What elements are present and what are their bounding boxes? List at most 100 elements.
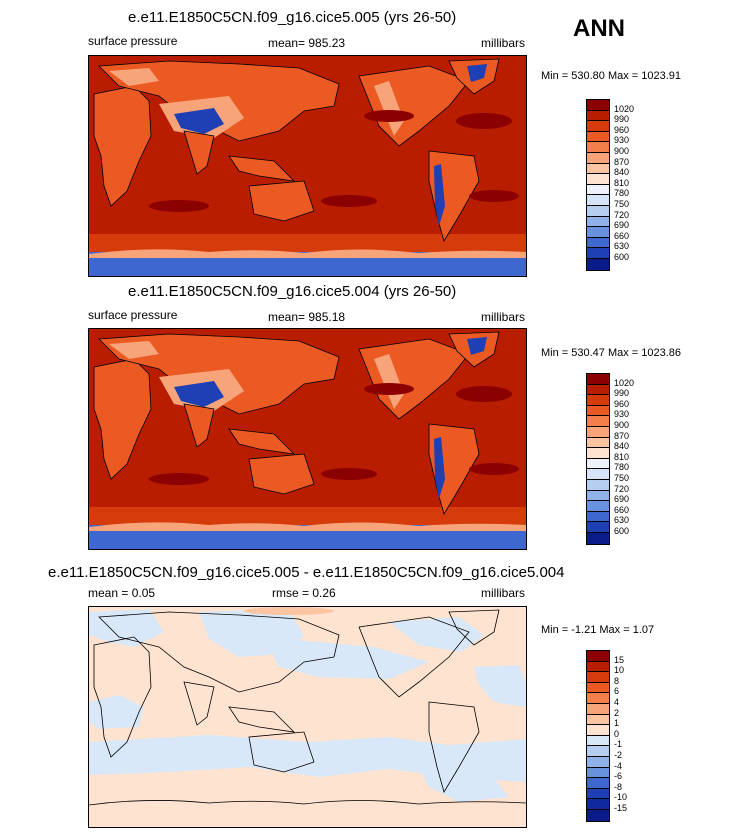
panel-2-colorbar-swatch bbox=[587, 490, 609, 502]
panel-1-colorbar-swatch bbox=[587, 237, 609, 249]
panel-1-colorbar-swatch bbox=[587, 142, 609, 153]
southern-ocean-band bbox=[89, 507, 526, 525]
panel-2-colorbar-swatch bbox=[587, 458, 609, 470]
north-atlantic-high bbox=[456, 113, 512, 129]
diff-positive-arctic bbox=[244, 607, 334, 615]
panel-1-colorbar-swatch bbox=[587, 248, 609, 259]
panel-3-colorbar-swatch bbox=[587, 672, 609, 683]
panel-1-colorbar-tick-label: 960 bbox=[614, 124, 630, 135]
panel-2-colorbar-swatch bbox=[587, 522, 609, 533]
panel-2-colorbar-swatch bbox=[587, 426, 609, 438]
panel-3-colorbar-swatch bbox=[587, 809, 609, 821]
panel-3-colorbar-swatch bbox=[587, 778, 609, 789]
panel-3-mean-label: mean = 0.05 bbox=[88, 586, 156, 600]
panel-2-colorbar-tick-label: 660 bbox=[614, 504, 630, 515]
tibetan-plateau bbox=[174, 108, 224, 134]
panel-3-colorbar-tick-label: 6 bbox=[614, 686, 620, 697]
panel-1-colorbar-tick-label: 870 bbox=[614, 156, 630, 167]
panel-1-variable-label: surface pressure bbox=[88, 34, 178, 48]
panel-2-colorbar-swatch bbox=[587, 532, 609, 544]
panel-2-colorbar-swatch bbox=[587, 479, 609, 491]
panel-2-colorbar-tick-label: 900 bbox=[614, 420, 630, 430]
india bbox=[183, 130, 215, 175]
south-indian-high bbox=[149, 200, 209, 212]
rocky-mountains bbox=[374, 81, 404, 136]
north-atlantic-high bbox=[456, 386, 512, 402]
panel-2-colorbar-tick-label: 840 bbox=[614, 441, 630, 452]
panel-2-colorbar-swatch bbox=[587, 437, 609, 449]
panel-2-colorbar-tick-label: 930 bbox=[614, 409, 630, 420]
panel-3-colorbar-tick-label: 4 bbox=[614, 697, 620, 707]
panel-1-colorbar-tick-label: 1020 bbox=[614, 103, 635, 114]
maritime-continent bbox=[228, 155, 296, 182]
panel-3-colorbar-tick-label: -6 bbox=[614, 771, 623, 782]
panel-2-colorbar-swatch bbox=[587, 511, 609, 523]
india bbox=[183, 403, 215, 448]
panel-2-colorbar-tick-label: 1020 bbox=[614, 377, 635, 388]
andes-mountains bbox=[434, 437, 445, 499]
panel-2-colorbar-swatch bbox=[587, 448, 609, 459]
panel-1-colorbar-swatch bbox=[587, 121, 609, 132]
africa bbox=[93, 358, 152, 480]
panel-3-map bbox=[88, 606, 527, 828]
panel-1-colorbar-swatch bbox=[587, 100, 609, 111]
panel-3-colorbar-tick-label: -1 bbox=[614, 739, 623, 750]
south-pacific-high bbox=[321, 195, 377, 207]
panel-3-colorbar-swatch bbox=[587, 703, 609, 715]
panel-1-colorbar-tick-label: 750 bbox=[614, 199, 630, 209]
panel-3-colorbar-tick-label: -10 bbox=[614, 792, 628, 803]
andes-mountains bbox=[434, 164, 445, 226]
diff-negative-southern bbox=[89, 735, 526, 782]
season-label: ANN bbox=[573, 15, 625, 42]
panel-3-colorbar-swatch bbox=[587, 799, 609, 810]
panel-1-colorbar-tick-label: 690 bbox=[614, 220, 630, 231]
tibetan-plateau bbox=[174, 381, 224, 407]
panel-2-colorbar-tick-label: 750 bbox=[614, 473, 630, 483]
panel-3-colorbar-tick-label: 0 bbox=[614, 728, 620, 739]
southern-ocean-band bbox=[89, 234, 526, 252]
panel-3-colorbar-swatch bbox=[587, 746, 609, 757]
panel-2-colorbar-swatch bbox=[587, 405, 609, 417]
panel-3-colorbar-tick-label: -15 bbox=[614, 803, 628, 813]
south-atlantic-high bbox=[469, 463, 519, 475]
panel-3-colorbar-swatch bbox=[587, 714, 609, 726]
panel-1-minmax: Min = 530.80 Max = 1023.91 bbox=[541, 70, 682, 82]
panel-1-mean-label: mean= 985.23 bbox=[268, 36, 346, 50]
south-indian-high bbox=[149, 473, 209, 485]
panel-3-colorbar-tick-label: 2 bbox=[614, 707, 620, 718]
panel-1-colorbar-swatch bbox=[587, 184, 609, 196]
africa bbox=[93, 85, 152, 207]
panel-1-colorbar-tick-label: 780 bbox=[614, 188, 630, 199]
panel-2-units-label: millibars bbox=[481, 310, 526, 324]
australia bbox=[248, 453, 315, 495]
panel-1-colorbar-tick-label: 600 bbox=[614, 252, 630, 262]
panel-3-colorbar-swatch bbox=[587, 788, 609, 800]
panel-3-colorbar-tick-label: -8 bbox=[614, 781, 623, 792]
panel-3-colorbar-tick-label: 1 bbox=[614, 718, 620, 729]
panel-1-colorbar-tick-label: 900 bbox=[614, 146, 630, 156]
panel-1-units-label: millibars bbox=[481, 36, 526, 50]
coastlines bbox=[89, 609, 526, 806]
panel-2-variable-label: surface pressure bbox=[88, 308, 178, 322]
panel-1-colorbar-swatch bbox=[587, 152, 609, 164]
panel-2-colorbar-swatch bbox=[587, 416, 609, 427]
panel-3-rmse-label: rmse = 0.26 bbox=[272, 586, 336, 600]
north-pacific-high bbox=[364, 110, 414, 122]
south-pacific-high bbox=[321, 468, 377, 480]
panel-3-units-label: millibars bbox=[481, 586, 526, 600]
panel-2-mean-label: mean= 985.18 bbox=[268, 310, 346, 324]
panel-2-colorbar-tick-label: 630 bbox=[614, 515, 630, 526]
panel-2-colorbar-swatch bbox=[587, 395, 609, 406]
australia bbox=[248, 180, 315, 222]
panel-1-colorbar-swatch bbox=[587, 110, 609, 122]
panel-2-colorbar-tick-label: 780 bbox=[614, 462, 630, 473]
panel-2-colorbar-tick-label: 990 bbox=[614, 388, 630, 399]
panel-2-title: e.e11.E1850C5CN.f09_g16.cice5.004 (yrs 2… bbox=[128, 283, 457, 300]
panel-3-colorbar bbox=[586, 650, 610, 822]
panel-1-colorbar-swatch bbox=[587, 195, 609, 206]
diff-negative-south-pacific bbox=[419, 767, 509, 802]
panel-2-colorbar-tick-label: 690 bbox=[614, 494, 630, 505]
panel-3-colorbar-swatch bbox=[587, 767, 609, 779]
panel-2-colorbar-tick-label: 600 bbox=[614, 526, 630, 536]
panel-3-title: e.e11.E1850C5CN.f09_g16.cice5.005 - e.e1… bbox=[48, 564, 565, 581]
